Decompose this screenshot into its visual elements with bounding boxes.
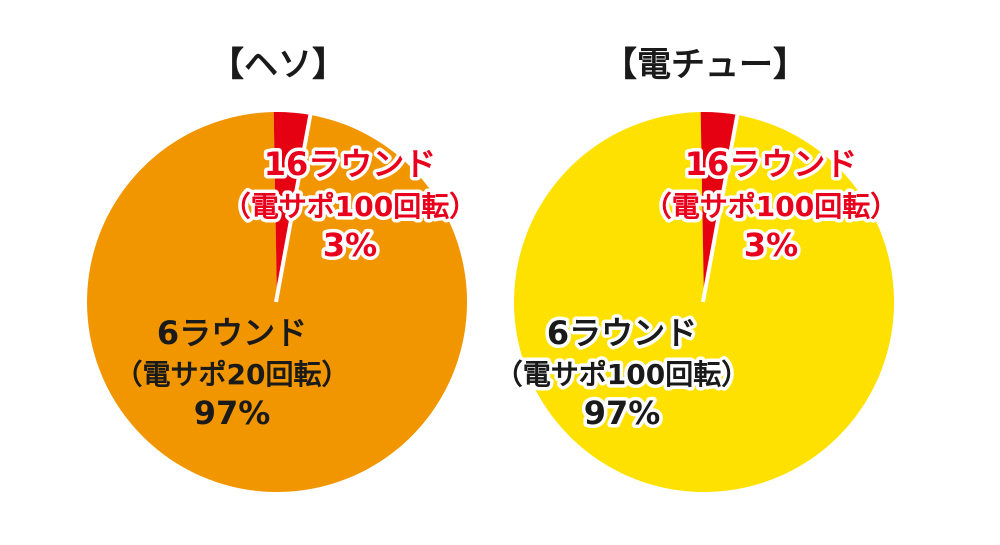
label-heso-16-round-pct: 3% — [323, 226, 377, 264]
label-denchu-16-round-name: 16ラウンド — [685, 145, 858, 183]
chart-title-heso: 【ヘソ】 — [210, 45, 346, 85]
chart-title-denchu: 【電チュー】 — [603, 45, 807, 85]
label-heso-16-round-sub: （電サポ100回転） — [223, 190, 477, 223]
pie-chart-heso: 【ヘソ】 6ラウンド （電サポ20回転） 97% 16ラウンド （電サポ100回… — [87, 45, 481, 493]
label-denchu-16-round-pct: 3% — [744, 226, 798, 264]
pie-chart-denchu: 【電チュー】 6ラウンド （電サポ100回転） 97% 16ラウンド （電サポ1… — [491, 45, 902, 493]
label-heso-6-round-sub: （電サポ20回転） — [115, 358, 350, 391]
slice-divider-heso — [274, 114, 313, 303]
label-denchu-16-round-sub: （電サポ100回転） — [644, 190, 898, 223]
label-heso-16-round-name: 16ラウンド — [264, 145, 437, 183]
label-heso-6-round-pct: 97% — [194, 394, 271, 432]
label-denchu-6-round-pct: 97% — [584, 394, 661, 432]
label-denchu-6-round-sub: （電サポ100回転） — [495, 358, 749, 391]
label-heso-6-round-name: 6ラウンド — [157, 314, 307, 352]
slice-divider-denchu — [701, 114, 740, 303]
label-denchu-6-round-name: 6ラウンド — [547, 314, 697, 352]
